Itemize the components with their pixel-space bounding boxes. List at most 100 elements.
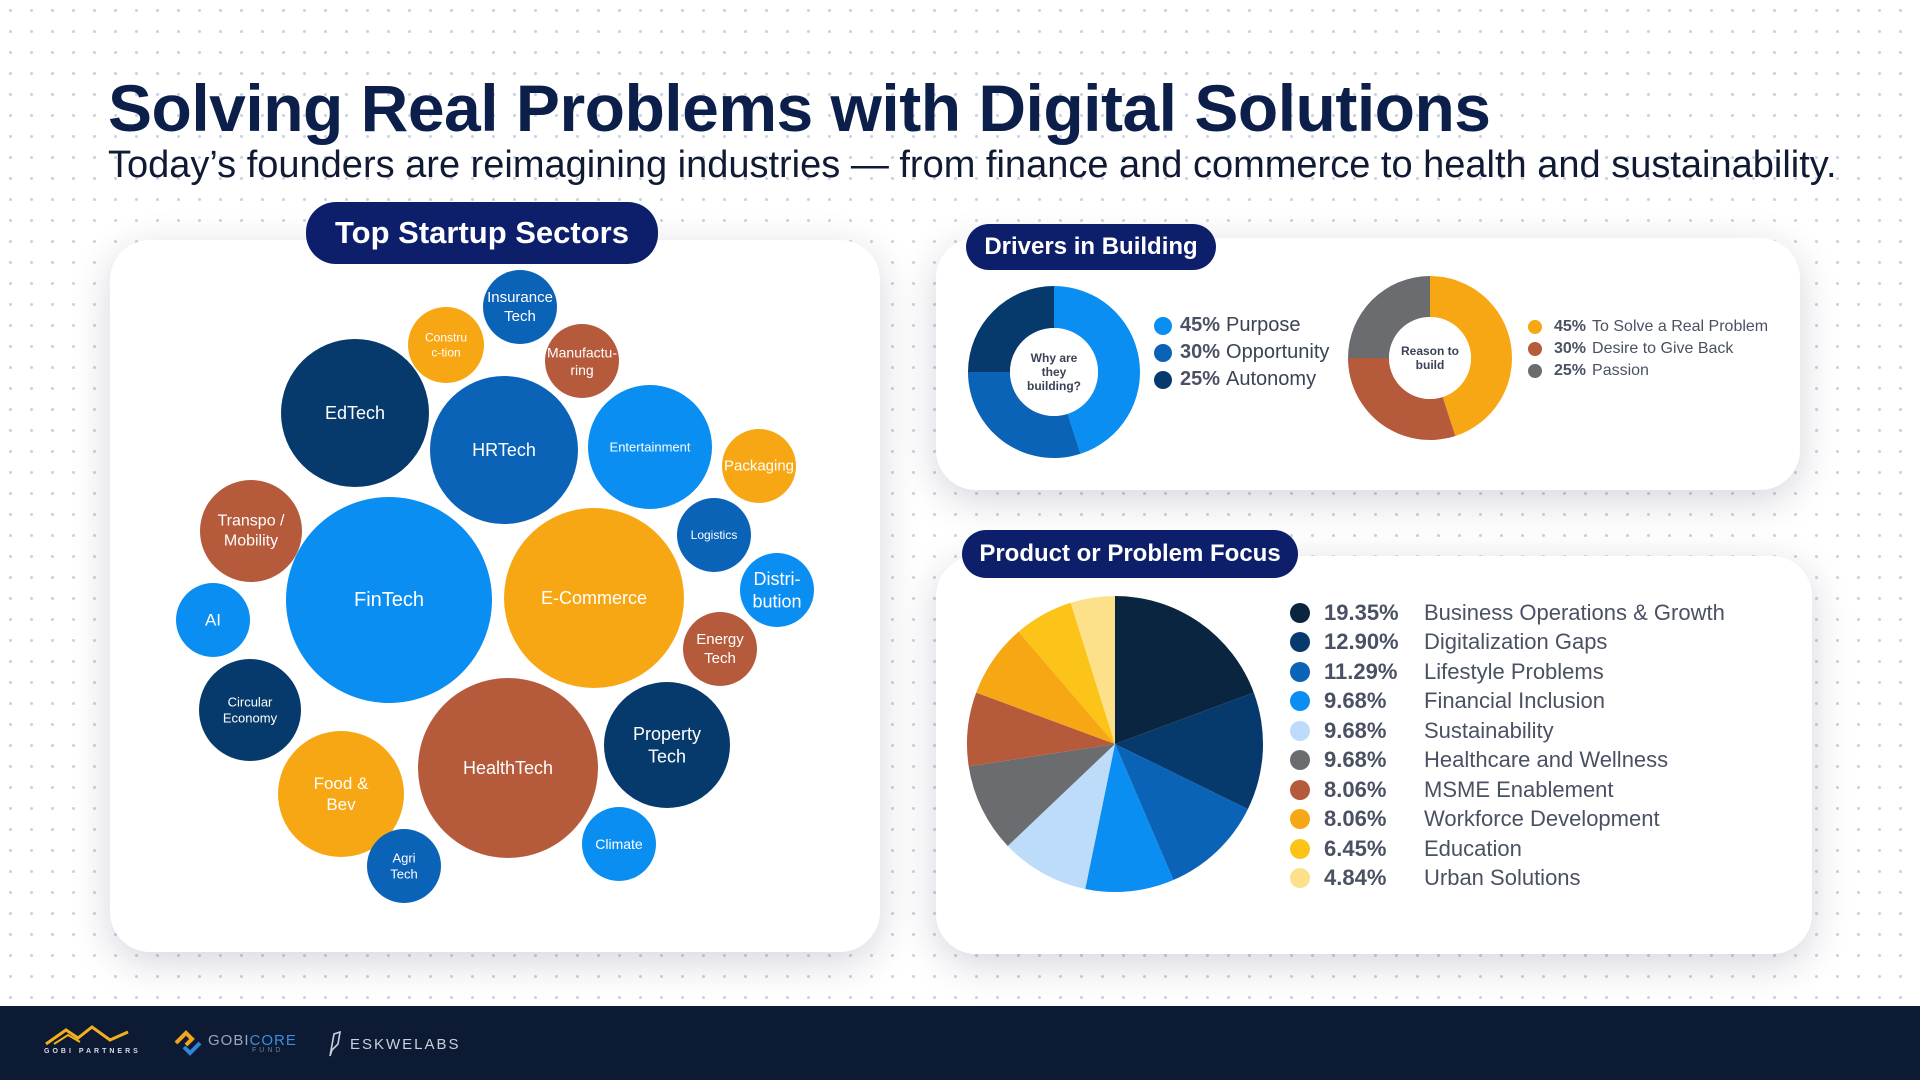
legend-item: 12.90% Digitalization Gaps <box>1290 628 1725 658</box>
bubble-packaging: Packaging <box>722 429 796 503</box>
legend-swatch <box>1290 750 1310 771</box>
bubble-agri-tech-circle <box>367 829 441 903</box>
bubble-entertainment: Entertainment <box>588 385 712 509</box>
bubble-energy-tech-circle <box>683 612 757 686</box>
donut-hole <box>1389 317 1471 399</box>
bubble-manufacturing: Manufactu-ring <box>545 324 619 398</box>
bubble-label: Manufactu- <box>547 344 617 360</box>
bubble-property-tech-circle <box>604 682 730 808</box>
drivers-heading: Drivers in Building <box>966 224 1216 270</box>
reason-legend: 45% To Solve a Real Problem 30% Desire to … <box>1528 316 1768 382</box>
legend-swatch <box>1290 779 1310 800</box>
bubble-insurance-tech: Insurance Tech <box>483 270 557 344</box>
bubble-label: Agri <box>392 850 415 865</box>
slice-healthcare-and-wellness <box>968 744 1115 846</box>
legend-item: 45% To Solve a Real Problem <box>1528 316 1768 338</box>
slice-purpose <box>1054 286 1141 454</box>
sectors-heading: Top Startup Sectors <box>306 202 658 264</box>
legend-item: 11.29% Lifestyle Problems <box>1290 657 1725 687</box>
bubble-label: Transpo / <box>218 513 286 530</box>
bubble-label: bution <box>752 591 801 611</box>
legend-swatch <box>1528 342 1542 356</box>
bubble-climate: Climate <box>582 807 656 881</box>
donut-center-label: building? <box>1027 379 1081 393</box>
gobicore-icon <box>174 1030 202 1056</box>
legend-swatch <box>1290 632 1310 653</box>
bubble-energy-tech: Energy Tech <box>683 612 757 686</box>
bubble-manufacturing-circle <box>545 324 619 398</box>
bubble-label: Tech <box>704 650 736 667</box>
donut-center-label: build <box>1416 358 1445 372</box>
gobicore-fund-logo: GOBICORE FUND <box>172 1028 297 1058</box>
legend-swatch <box>1290 868 1310 889</box>
bubble-label: Constru <box>425 331 467 345</box>
bubble-fintech: FinTech <box>286 497 492 703</box>
bubble-label: AI <box>205 611 221 630</box>
slice-digitalization-gaps <box>1115 692 1264 810</box>
legend-item: 9.68% Healthcare and Wellness <box>1290 746 1725 776</box>
legend-swatch <box>1290 691 1310 712</box>
bubble-construction-circle <box>408 307 484 383</box>
bubble-fintech-circle <box>286 497 492 703</box>
legend-swatch <box>1290 809 1310 830</box>
bubble-label: E-Commerce <box>541 588 647 608</box>
legend-item: 30% Desire to Give Back <box>1528 338 1768 360</box>
legend-item: 8.06% Workforce Development <box>1290 805 1725 835</box>
bubble-label: c-tion <box>431 346 460 360</box>
legend-swatch <box>1290 720 1310 741</box>
slice-financial-inclusion <box>1085 744 1174 893</box>
bubble-label: Tech <box>504 308 536 325</box>
bubble-entertainment-circle <box>588 385 712 509</box>
slice-autonomy <box>968 286 1054 372</box>
legend-swatch <box>1154 316 1172 335</box>
bubble-label: Property <box>633 724 701 744</box>
legend-swatch <box>1528 364 1542 378</box>
bubble-label: HRTech <box>472 440 536 460</box>
legend-item: 45% Purpose <box>1154 312 1329 339</box>
page-subtitle: Today’s founders are reimagining industr… <box>108 144 1837 186</box>
focus-heading: Product or Problem Focus <box>962 530 1298 578</box>
slice-desire-to-give-back <box>1348 358 1456 440</box>
slice-passion <box>1348 276 1430 358</box>
bubble-label: Bev <box>326 795 356 814</box>
bubble-circular-economy: Circular Economy <box>199 659 301 761</box>
bubble-label: Economy <box>223 711 278 726</box>
legend-item: 25% Autonomy <box>1154 366 1329 393</box>
bubble-logistics: Logistics <box>677 498 751 572</box>
legend-item: 9.68% Financial Inclusion <box>1290 687 1725 717</box>
bubble-logistics-circle <box>677 498 751 572</box>
eskwelabs-logo: ESKWELABS <box>326 1030 461 1058</box>
bubble-healthtech: HealthTech <box>418 678 598 858</box>
bubble-label: Food & <box>314 774 369 793</box>
bubble-label: Energy <box>696 631 744 648</box>
bubble-e-commerce: E-Commerce <box>504 508 684 688</box>
bubble-label: Climate <box>595 836 643 852</box>
bubble-label: Tech <box>390 867 417 882</box>
legend-swatch <box>1154 370 1172 389</box>
slice-to-solve-a-real-problem <box>1430 276 1512 436</box>
bubble-distribution: Distri-bution <box>740 553 814 627</box>
legend-item: 19.35% Business Operations & Growth <box>1290 598 1725 628</box>
slice-education <box>1018 602 1115 744</box>
bubble-label: ring <box>570 362 593 378</box>
bubble-label: EdTech <box>325 403 385 423</box>
bubble-food-bev: Food & Bev <box>278 731 404 857</box>
slice-opportunity <box>968 372 1081 458</box>
bubble-label: FinTech <box>354 589 424 611</box>
bubble-edtech-circle <box>281 339 429 487</box>
bubble-ai: AI <box>176 583 250 657</box>
donut-center-label: Why are <box>1031 351 1078 365</box>
bubble-label: Tech <box>648 746 686 766</box>
donut-center-label: Reason to <box>1401 344 1459 358</box>
legend-swatch <box>1290 602 1310 623</box>
bubble-food-bev-circle <box>278 731 404 857</box>
legend-swatch <box>1290 838 1310 859</box>
drivers-legend: 45% Purpose 30% Opportunity 25% Autonomy <box>1154 312 1329 393</box>
slice-msme-enablement <box>967 692 1115 767</box>
bubble-transpo-mobility: Transpo / Mobility <box>200 480 302 582</box>
